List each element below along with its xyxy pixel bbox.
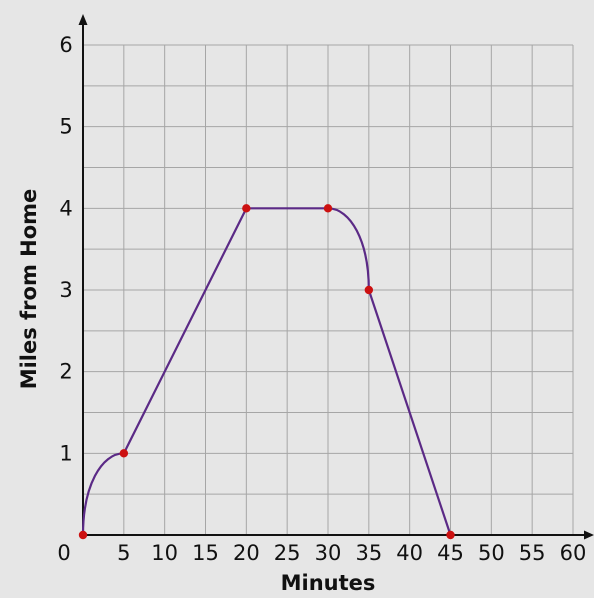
x-tick-label: 60 bbox=[560, 541, 587, 565]
x-tick-label: 15 bbox=[192, 541, 219, 565]
y-tick-label: 1 bbox=[59, 441, 72, 465]
data-point bbox=[242, 204, 250, 212]
x-axis-title: Minutes bbox=[281, 571, 376, 595]
data-point bbox=[365, 286, 373, 294]
x-tick-label: 50 bbox=[478, 541, 505, 565]
y-tick-label: 5 bbox=[59, 115, 72, 139]
y-tick-label: 2 bbox=[59, 360, 72, 384]
y-tick-label: 3 bbox=[59, 278, 72, 302]
x-tick-label: 0 bbox=[57, 541, 70, 565]
x-tick-label: 35 bbox=[355, 541, 382, 565]
y-axis-title: Miles from Home bbox=[17, 189, 41, 390]
y-tick-label: 4 bbox=[59, 196, 72, 220]
x-tick-label: 40 bbox=[396, 541, 423, 565]
data-point bbox=[324, 204, 332, 212]
data-point bbox=[446, 531, 454, 539]
x-tick-label: 45 bbox=[437, 541, 464, 565]
x-tick-label: 20 bbox=[233, 541, 260, 565]
x-tick-label: 30 bbox=[315, 541, 342, 565]
x-tick-label: 25 bbox=[274, 541, 301, 565]
x-tick-label: 5 bbox=[117, 541, 130, 565]
data-point bbox=[79, 531, 87, 539]
y-tick-label: 6 bbox=[59, 33, 72, 57]
x-tick-label: 10 bbox=[151, 541, 178, 565]
x-tick-label: 55 bbox=[519, 541, 546, 565]
data-point bbox=[120, 449, 128, 457]
